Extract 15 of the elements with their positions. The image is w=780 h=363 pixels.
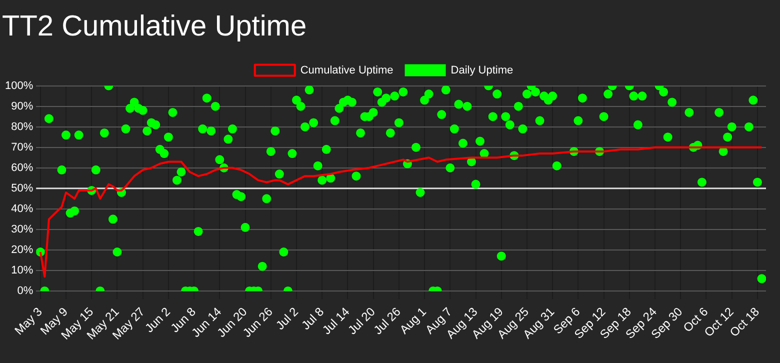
y-tick-label: 80% <box>11 120 34 133</box>
x-tick-label: Jul 2 <box>273 304 302 332</box>
y-tick-label: 30% <box>11 223 34 236</box>
y-tick-label: 90% <box>11 100 34 112</box>
legend-label: Daily Uptime <box>450 64 514 76</box>
y-tick-label: 60% <box>11 162 34 174</box>
legend-label: Cumulative Uptime <box>300 64 394 76</box>
chart-title: TT2 Cumulative Uptime <box>2 10 307 42</box>
y-tick-label: 100% <box>4 80 34 92</box>
y-tick-label: 40% <box>11 202 34 215</box>
y-tick-label: 10% <box>11 264 34 277</box>
y-tick-label: 0% <box>17 285 34 298</box>
y-tick-label: 20% <box>11 244 34 256</box>
y-tick-label: 50% <box>11 182 34 194</box>
y-tick-label: 70% <box>11 141 34 154</box>
